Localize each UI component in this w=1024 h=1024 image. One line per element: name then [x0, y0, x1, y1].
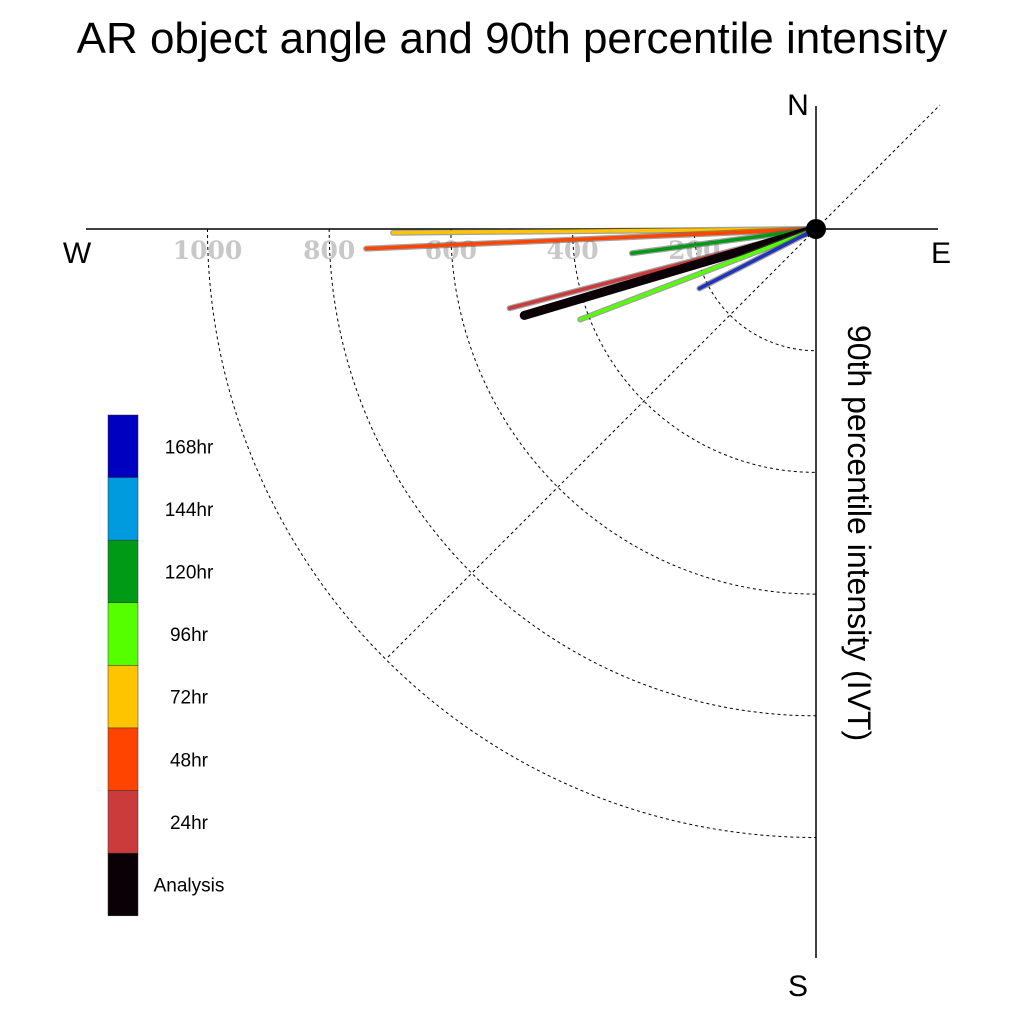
compass-west-label: W — [63, 237, 92, 270]
series-vector-96hr — [578, 227, 818, 322]
legend-label: 24hr — [170, 813, 209, 834]
compass-north-label: N — [787, 89, 809, 122]
chart-title: AR object angle and 90th percentile inte… — [76, 14, 948, 63]
legend: 168hr 144hr 120hr 96hr 72hr 48hr 24hr Analysis — [107, 414, 225, 917]
legend-label: Analysis — [154, 876, 225, 897]
compass-south-label: S — [788, 970, 808, 1003]
range-ring — [572, 228, 817, 473]
legend-label: 72hr — [170, 688, 209, 709]
diagonal-guide — [387, 104, 941, 658]
y-axis-label: 90th percentile intensity (IVT) — [841, 325, 877, 741]
legend-swatch — [107, 539, 139, 604]
series-vector-48hr — [364, 227, 818, 251]
radial-tick-label: 1000 — [173, 236, 243, 265]
legend-swatch — [107, 727, 139, 791]
legend-swatch — [107, 477, 139, 541]
legend-swatch — [107, 790, 139, 854]
legend-label: 144hr — [165, 500, 214, 521]
series-vector-168hr — [697, 227, 818, 291]
legend-swatch — [107, 414, 139, 478]
legend-label: 120hr — [165, 563, 214, 584]
series-vector-analysis — [519, 224, 821, 320]
range-ring — [328, 228, 817, 717]
legend-label: 48hr — [170, 750, 209, 771]
legend-swatch — [107, 602, 139, 666]
origin-marker — [806, 219, 826, 239]
radial-tick-label: 600 — [425, 236, 477, 265]
radial-tick-label: 800 — [303, 236, 355, 265]
legend-label: 168hr — [165, 437, 214, 458]
data-series — [363, 224, 821, 323]
range-ring — [693, 228, 817, 352]
range-ring — [207, 228, 817, 838]
series-vector-120hr — [630, 227, 818, 255]
legend-swatch — [107, 852, 139, 917]
compass-east-label: E — [931, 237, 951, 270]
chart-grid — [207, 104, 941, 838]
legend-label: 96hr — [170, 625, 209, 646]
legend-swatch — [107, 665, 139, 729]
range-ring — [450, 228, 817, 595]
